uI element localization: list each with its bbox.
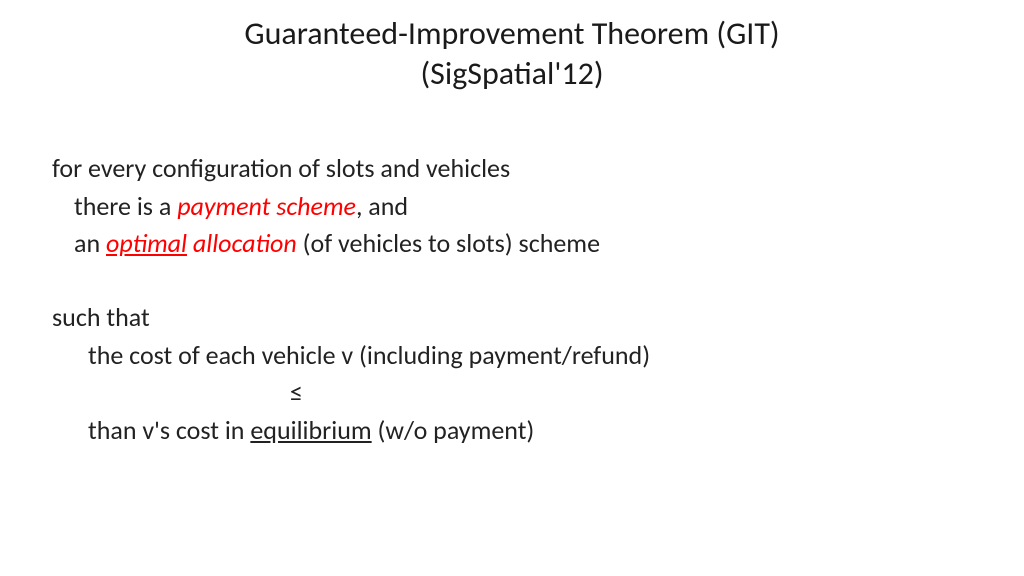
body-line-7: than v's cost in equilibrium (w/o paymen… xyxy=(52,412,984,450)
slide-title: Guaranteed-Improvement Theorem (GIT) (Si… xyxy=(0,0,1024,94)
slide-body: for every configuration of slots and veh… xyxy=(52,150,984,450)
l2-highlight: payment scheme xyxy=(177,190,356,222)
l7-part-c: (w/o payment) xyxy=(372,414,535,446)
l7-underline: equilibrium xyxy=(250,414,371,446)
body-line-5: the cost of each vehicle v (including pa… xyxy=(52,337,984,375)
body-line-6: ≤ xyxy=(52,374,984,412)
slide: Guaranteed-Improvement Theorem (GIT) (Si… xyxy=(0,0,1024,576)
l2-part-c: , and xyxy=(356,190,408,222)
l7-part-a: than v's cost in xyxy=(88,414,250,446)
title-line-1: Guaranteed-Improvement Theorem (GIT) xyxy=(0,14,1024,54)
body-line-1: for every configuration of slots and veh… xyxy=(52,150,984,188)
spacer xyxy=(52,263,984,299)
body-line-4: such that xyxy=(52,299,984,337)
l2-part-a: there is a xyxy=(74,190,177,222)
body-line-2: there is a payment scheme, and xyxy=(52,188,984,226)
l3-part-d: (of vehicles to slots) scheme xyxy=(297,227,600,259)
title-line-2: (SigSpatial'12) xyxy=(0,54,1024,94)
l3-part-a: an xyxy=(74,227,106,259)
body-line-3: an optimal allocation (of vehicles to sl… xyxy=(52,225,984,263)
l3-highlight: allocation xyxy=(187,227,297,259)
l3-highlight-ul: optimal xyxy=(106,227,187,259)
